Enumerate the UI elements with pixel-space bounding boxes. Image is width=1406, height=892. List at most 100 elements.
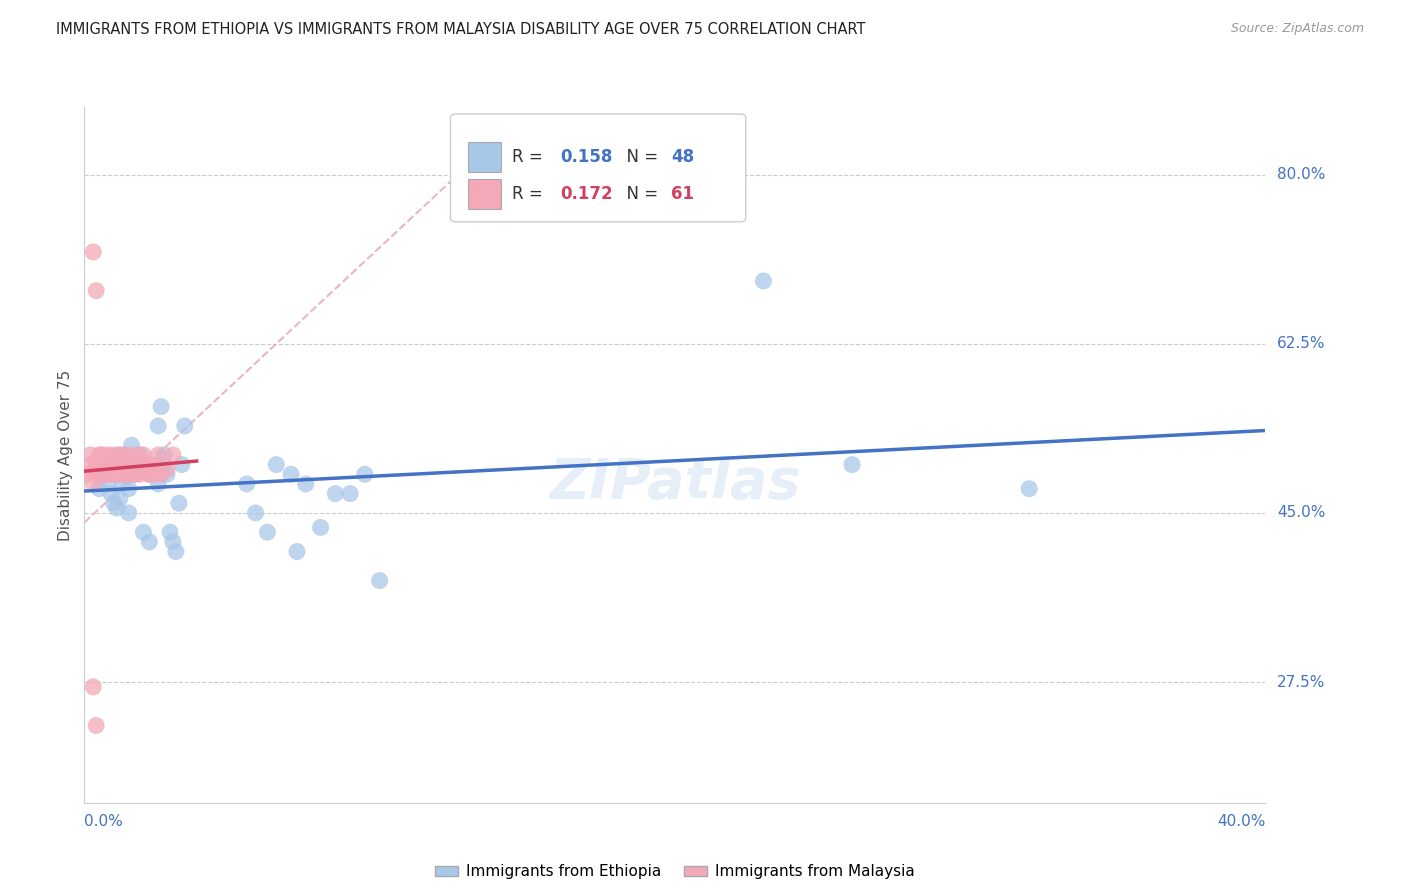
Point xyxy=(118,462,141,476)
Point xyxy=(94,448,117,462)
Point xyxy=(111,448,134,462)
Point xyxy=(339,486,361,500)
Point xyxy=(111,458,134,472)
Point xyxy=(752,274,775,288)
Text: 0.0%: 0.0% xyxy=(84,814,124,830)
Point xyxy=(129,448,152,462)
Point xyxy=(150,467,173,482)
Point xyxy=(94,467,117,482)
Point xyxy=(285,544,308,558)
Text: R =: R = xyxy=(512,148,548,166)
Point xyxy=(153,448,176,462)
Point xyxy=(132,448,155,462)
Legend: Immigrants from Ethiopia, Immigrants from Malaysia: Immigrants from Ethiopia, Immigrants fro… xyxy=(429,858,921,886)
Point xyxy=(97,462,120,476)
Point xyxy=(264,458,288,472)
Point xyxy=(108,491,131,506)
Point xyxy=(132,458,155,472)
Point xyxy=(295,477,318,491)
Point xyxy=(256,525,278,540)
Point xyxy=(167,496,190,510)
Point xyxy=(84,462,107,476)
Point xyxy=(108,462,131,476)
Text: R =: R = xyxy=(512,185,548,203)
Text: 27.5%: 27.5% xyxy=(1277,674,1326,690)
Point xyxy=(118,482,141,496)
Point xyxy=(280,467,302,482)
Point xyxy=(148,448,170,462)
Text: 40.0%: 40.0% xyxy=(1218,814,1265,830)
Point xyxy=(103,458,125,472)
Point xyxy=(156,467,179,482)
Point xyxy=(82,245,104,260)
Point xyxy=(84,284,107,298)
Point xyxy=(121,458,143,472)
Point xyxy=(87,462,111,476)
Text: 80.0%: 80.0% xyxy=(1277,167,1326,182)
Point xyxy=(84,458,107,472)
Point xyxy=(148,418,170,433)
Point xyxy=(105,467,128,482)
Point xyxy=(173,418,195,433)
Point xyxy=(105,501,128,516)
Point xyxy=(127,458,149,472)
Point xyxy=(129,462,152,476)
Text: IMMIGRANTS FROM ETHIOPIA VS IMMIGRANTS FROM MALAYSIA DISABILITY AGE OVER 75 CORR: IMMIGRANTS FROM ETHIOPIA VS IMMIGRANTS F… xyxy=(56,22,866,37)
Point xyxy=(91,467,114,482)
Point xyxy=(87,448,111,462)
Point xyxy=(82,467,104,482)
Point xyxy=(323,486,347,500)
Point xyxy=(153,458,176,472)
Point xyxy=(368,574,391,588)
Point xyxy=(111,467,134,482)
Point xyxy=(114,467,136,482)
Point xyxy=(1018,482,1040,496)
Point xyxy=(103,452,125,467)
Point xyxy=(141,462,163,476)
Point xyxy=(118,506,141,520)
Point xyxy=(138,467,160,482)
Text: 0.172: 0.172 xyxy=(561,185,613,203)
Point xyxy=(309,520,332,534)
Point xyxy=(108,448,131,462)
Point xyxy=(165,544,187,558)
Point xyxy=(100,467,122,482)
Point xyxy=(97,452,120,467)
Point xyxy=(103,467,125,482)
Text: 61: 61 xyxy=(671,185,695,203)
Point xyxy=(111,477,134,491)
Text: Source: ZipAtlas.com: Source: ZipAtlas.com xyxy=(1230,22,1364,36)
Point xyxy=(97,477,120,491)
Point xyxy=(143,467,166,482)
Point xyxy=(82,680,104,694)
Text: 62.5%: 62.5% xyxy=(1277,336,1326,351)
Text: N =: N = xyxy=(616,148,664,166)
Point xyxy=(100,448,122,462)
Point xyxy=(114,458,136,472)
Point xyxy=(132,525,155,540)
Point xyxy=(94,462,117,476)
Text: ZIPatlas: ZIPatlas xyxy=(550,456,800,509)
FancyBboxPatch shape xyxy=(450,114,745,222)
Point xyxy=(79,448,101,462)
Text: 0.158: 0.158 xyxy=(561,148,613,166)
Point xyxy=(87,452,111,467)
Point xyxy=(354,467,377,482)
Point xyxy=(124,462,146,476)
Point xyxy=(91,448,114,462)
Point xyxy=(84,718,107,732)
Point xyxy=(124,467,146,482)
Bar xyxy=(468,178,502,210)
Text: 48: 48 xyxy=(671,148,695,166)
Point xyxy=(94,458,117,472)
Point xyxy=(127,458,149,472)
Point xyxy=(138,467,160,482)
Point xyxy=(97,467,120,482)
Point xyxy=(108,467,131,482)
Text: N =: N = xyxy=(616,185,664,203)
Point xyxy=(148,458,170,472)
Point xyxy=(162,448,184,462)
Point xyxy=(103,458,125,472)
Point xyxy=(138,458,160,472)
Point xyxy=(114,462,136,476)
